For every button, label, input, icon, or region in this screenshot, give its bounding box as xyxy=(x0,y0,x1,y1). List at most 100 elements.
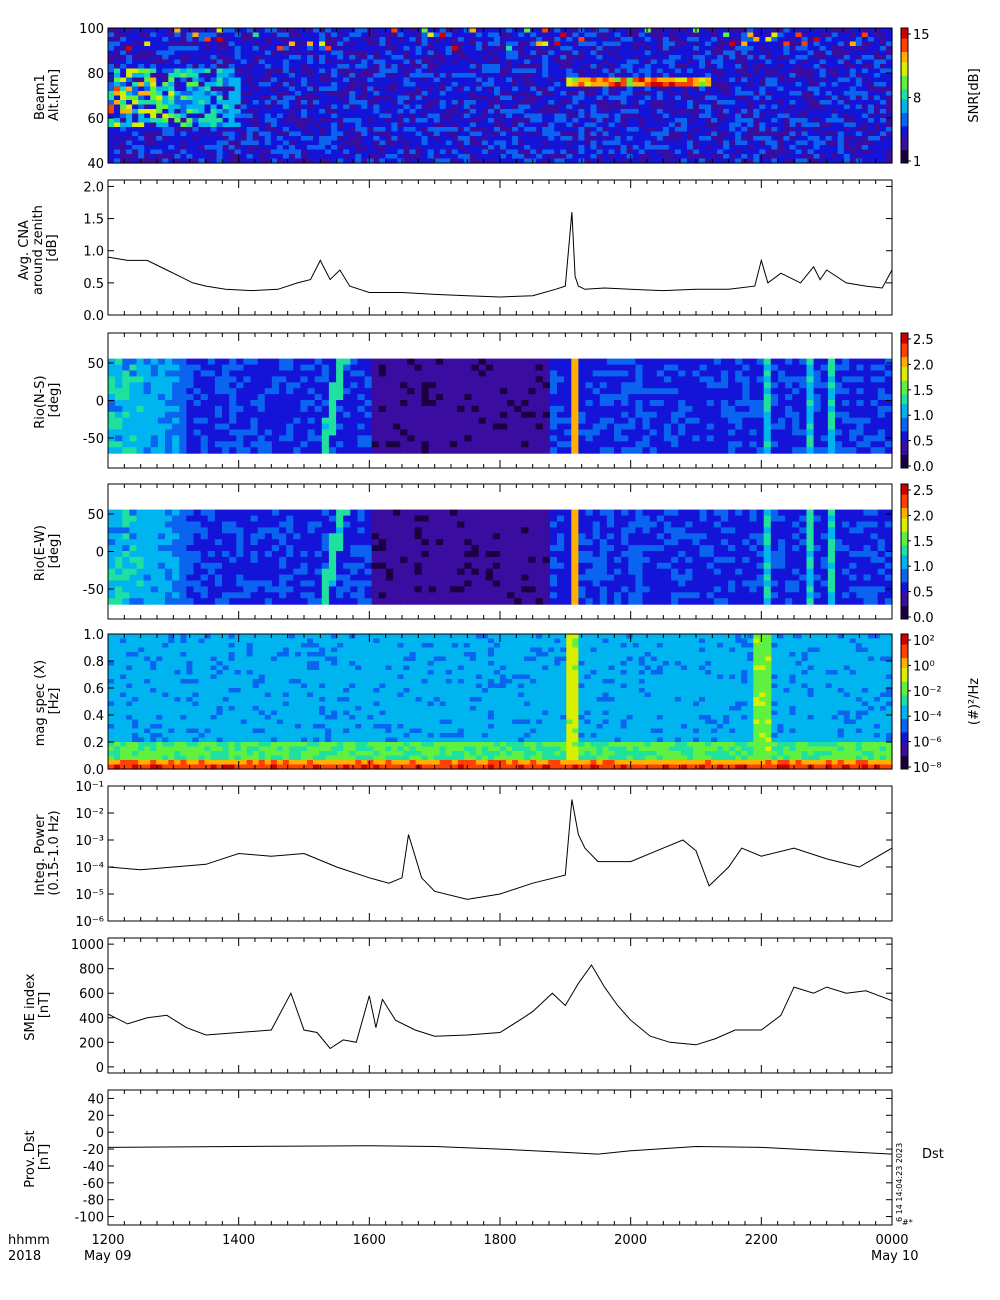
heatmap-cell xyxy=(313,95,320,101)
heatmap-cell xyxy=(518,127,525,133)
heatmap-cell xyxy=(216,77,224,83)
heatmap-cell xyxy=(650,64,658,70)
heatmap-cell xyxy=(222,435,230,442)
heatmap-cell xyxy=(282,95,290,101)
heatmap-cell xyxy=(819,95,827,101)
heatmap-cell xyxy=(705,158,712,164)
heatmap-cell xyxy=(415,145,423,151)
heatmap-cell xyxy=(193,364,202,372)
heatmap-cell xyxy=(391,149,398,155)
heatmap-cell xyxy=(662,145,670,151)
heatmap-cell xyxy=(500,145,507,151)
heatmap-cell xyxy=(475,46,483,52)
heatmap-cell xyxy=(156,154,163,160)
heatmap-cell xyxy=(132,104,139,110)
heatmap-cell xyxy=(662,91,670,97)
heatmap-cell xyxy=(638,32,646,38)
heatmap-cell xyxy=(350,364,358,372)
heatmap-cell xyxy=(288,145,296,151)
heatmap-cell xyxy=(357,435,366,442)
heatmap-cell xyxy=(747,68,754,74)
heatmap-cell xyxy=(307,77,314,83)
heatmap-cell xyxy=(837,95,845,101)
heatmap-cell xyxy=(443,358,451,366)
heatmap-cell xyxy=(668,100,676,106)
heatmap-cell xyxy=(174,149,181,155)
heatmap-cell xyxy=(407,370,415,377)
heatmap-cell xyxy=(343,154,350,160)
heatmap-cell xyxy=(393,376,401,383)
heatmap-cell xyxy=(542,109,549,115)
heatmap-cell xyxy=(186,104,193,110)
heatmap-cell xyxy=(518,50,525,56)
heatmap-cell xyxy=(328,388,337,395)
heatmap-cell xyxy=(668,95,676,101)
heatmap-cell xyxy=(270,91,278,97)
heatmap-cell xyxy=(204,64,212,70)
heatmap-cell xyxy=(662,109,670,115)
heatmap-cell xyxy=(276,149,284,155)
heatmap-cell xyxy=(843,77,851,83)
heatmap-cell xyxy=(536,118,543,124)
heatmap-cell xyxy=(367,91,374,97)
heatmap-cell xyxy=(108,109,115,115)
heatmap-cell xyxy=(180,113,187,119)
heatmap-cell xyxy=(258,46,266,52)
heatmap-cell xyxy=(307,388,316,395)
heatmap-cell xyxy=(193,435,202,442)
heatmap-cell xyxy=(409,82,417,88)
heatmap-cell xyxy=(228,73,236,79)
heatmap-cell xyxy=(282,104,290,110)
heatmap-cell xyxy=(427,122,435,128)
heatmap-cell xyxy=(457,388,465,395)
heatmap-cell xyxy=(650,140,658,146)
heatmap-cell xyxy=(301,73,308,79)
heatmap-cell xyxy=(777,154,784,160)
heatmap-cell xyxy=(288,158,296,164)
heatmap-cell xyxy=(759,86,766,92)
heatmap-cell xyxy=(886,73,893,79)
heatmap-cell xyxy=(705,154,712,160)
heatmap-cell xyxy=(433,28,441,34)
heatmap-cell xyxy=(343,131,350,137)
heatmap-cell xyxy=(475,64,483,70)
heatmap-cell xyxy=(717,73,724,79)
heatmap-cell xyxy=(397,32,405,38)
heatmap-cell xyxy=(433,46,441,52)
heatmap-cell xyxy=(469,158,477,164)
heatmap-cell xyxy=(108,158,115,164)
heatmap-cell xyxy=(427,104,435,110)
heatmap-cell xyxy=(433,104,441,110)
heatmap-cell xyxy=(252,91,260,97)
heatmap-cell xyxy=(204,136,212,142)
heatmap-cell xyxy=(393,435,401,442)
heatmap-cell xyxy=(222,441,230,448)
heatmap-cell xyxy=(475,41,483,47)
heatmap-cell xyxy=(590,136,598,142)
heatmap-cell xyxy=(644,113,652,119)
heatmap-cell xyxy=(867,136,875,142)
heatmap-cell xyxy=(240,131,248,137)
heatmap-cell xyxy=(168,122,175,128)
heatmap-cell xyxy=(222,358,230,366)
heatmap-cell xyxy=(849,158,857,164)
heatmap-cell xyxy=(765,77,772,83)
heatmap-cell xyxy=(407,405,415,413)
heatmap-cell xyxy=(108,32,115,38)
heatmap-cell xyxy=(229,364,237,372)
heatmap-cell xyxy=(210,127,218,133)
heatmap-cell xyxy=(542,59,549,65)
heatmap-cell xyxy=(789,127,797,133)
heatmap-cell xyxy=(687,136,694,142)
heatmap-cell xyxy=(367,59,374,65)
heatmap-cell xyxy=(687,41,694,47)
heatmap-cell xyxy=(873,91,881,97)
heatmap-cell xyxy=(771,145,778,151)
heatmap-cell xyxy=(861,145,869,151)
heatmap-cell xyxy=(198,73,206,79)
heatmap-cell xyxy=(288,28,296,34)
heatmap-cell xyxy=(282,68,290,74)
heatmap-cell xyxy=(566,118,573,124)
heatmap-cell xyxy=(789,158,797,164)
heatmap-cell xyxy=(367,68,374,74)
